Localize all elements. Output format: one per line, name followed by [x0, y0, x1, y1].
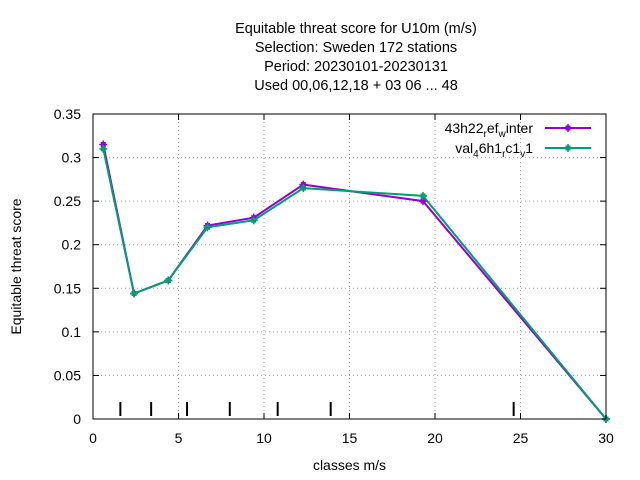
y-tick-label: 0 [73, 411, 81, 427]
x-tick-label: 20 [427, 430, 443, 446]
x-tick-label: 30 [598, 430, 614, 446]
x-tick-label: 0 [89, 430, 97, 446]
y-tick-label: 0.1 [62, 324, 82, 340]
y-tick-label: 0.3 [62, 150, 82, 166]
class-marks [119, 402, 515, 416]
x-axis-label: classes m/s [313, 457, 386, 473]
chart-title: Equitable threat score for U10m (m/s) Sel… [235, 21, 477, 94]
y-tick-label: 0.15 [54, 280, 81, 296]
legend-label: 43h22refwinter [445, 120, 534, 140]
y-tick-label: 0.35 [54, 106, 81, 122]
grid-lines [93, 114, 606, 419]
x-tick-label: 10 [256, 430, 272, 446]
title-line-1: Equitable threat score for U10m (m/s) [235, 21, 477, 37]
y-tick-label: 0.25 [54, 193, 81, 209]
x-tick-label: 15 [342, 430, 358, 446]
title-line-4: Used 00,06,12,18 + 03 06 ... 48 [254, 78, 458, 94]
series-line [102, 144, 607, 420]
title-line-2: Selection: Sweden 172 stations [255, 40, 457, 56]
legend-label: val46h1rc1v1 [455, 140, 533, 160]
legend-entry-1: 43h22refwinter [445, 120, 591, 140]
title-line-3: Period: 20230101-20230131 [264, 59, 448, 75]
x-tick-label: 5 [175, 430, 183, 446]
series-lines [99, 140, 610, 423]
axis-ticks: 0 5 10 15 20 25 30 0 0.05 0.1 0.15 0.2 0.25 0.3 0.35 [54, 106, 614, 446]
series-2 [99, 144, 610, 423]
x-tick-label: 25 [513, 430, 529, 446]
y-tick-label: 0.05 [54, 367, 81, 383]
y-axis-label: Equitable threat score [8, 198, 24, 334]
legend-entry-2: val46h1rc1v1 [455, 140, 591, 160]
y-tick-label: 0.2 [62, 237, 82, 253]
series-line [102, 148, 607, 420]
series-1 [99, 140, 610, 423]
